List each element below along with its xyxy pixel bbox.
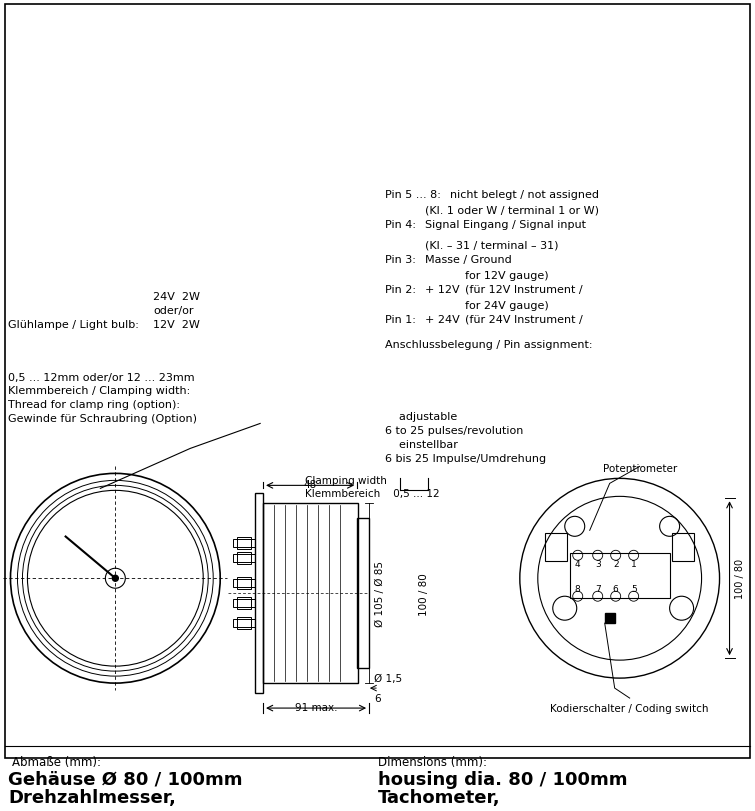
Text: (Kl. – 31 / terminal – 31): (Kl. – 31 / terminal – 31)	[425, 240, 559, 251]
Text: 6 to 25 pulses/revolution: 6 to 25 pulses/revolution	[385, 426, 523, 436]
Text: 6: 6	[613, 584, 618, 593]
Text: 12V  2W: 12V 2W	[153, 320, 200, 329]
Text: Pin 5 ... 8:: Pin 5 ... 8:	[385, 190, 441, 200]
Text: housing dia. 80 / 100mm: housing dia. 80 / 100mm	[378, 770, 627, 788]
Text: 0,5 ... 12mm oder/or 12 ... 23mm: 0,5 ... 12mm oder/or 12 ... 23mm	[8, 372, 195, 382]
Text: 48: 48	[304, 480, 316, 490]
Text: 24V  2W: 24V 2W	[153, 291, 200, 301]
Text: 2: 2	[613, 559, 618, 568]
Bar	[357, 519, 369, 668]
Text: (für 12V Instrument /: (für 12V Instrument /	[465, 285, 583, 294]
Text: einstellbar: einstellbar	[385, 440, 458, 450]
Bar	[233, 539, 255, 547]
Text: 8: 8	[575, 584, 581, 593]
Text: 7: 7	[595, 584, 600, 593]
Bar	[255, 494, 263, 693]
Text: oder/or: oder/or	[153, 305, 194, 315]
Text: Klemmbereich    0,5 ... 12: Klemmbereich 0,5 ... 12	[305, 489, 439, 499]
Bar	[233, 580, 255, 587]
Text: Tachometer,: Tachometer,	[378, 788, 501, 806]
Circle shape	[112, 576, 119, 581]
Text: Pin 2:: Pin 2:	[385, 285, 416, 294]
Bar	[605, 613, 615, 624]
Text: Klemmbereich / Clamping width:: Klemmbereich / Clamping width:	[8, 386, 191, 396]
Text: 1: 1	[630, 559, 636, 568]
Bar	[570, 554, 670, 599]
Text: (für 24V Instrument /: (für 24V Instrument /	[465, 314, 583, 324]
Text: Dimensions (mm):: Dimensions (mm):	[378, 755, 487, 768]
Bar	[545, 534, 567, 561]
Bar	[237, 552, 251, 564]
Text: Potentiometer: Potentiometer	[602, 464, 676, 474]
Text: 6 bis 25 Impulse/Umdrehung: 6 bis 25 Impulse/Umdrehung	[385, 454, 546, 464]
Text: Ø 105 / Ø 85: Ø 105 / Ø 85	[375, 560, 385, 626]
Text: Gehäuse Ø 80 / 100mm: Gehäuse Ø 80 / 100mm	[8, 770, 243, 788]
Bar	[237, 577, 251, 590]
Text: 91 max.: 91 max.	[295, 702, 337, 712]
Text: for 12V gauge): for 12V gauge)	[465, 270, 549, 281]
Text: Glühlampe / Light bulb:: Glühlampe / Light bulb:	[8, 320, 140, 329]
Text: adjustable: adjustable	[385, 412, 458, 422]
Text: + 24V: + 24V	[425, 314, 460, 324]
Bar	[672, 534, 694, 561]
Text: + 12V: + 12V	[425, 285, 460, 294]
Bar	[237, 598, 251, 609]
Text: Signal Eingang / Signal input: Signal Eingang / Signal input	[425, 220, 586, 230]
Text: Gewinde für Schraubring (Option): Gewinde für Schraubring (Option)	[8, 414, 198, 424]
Text: Kodierschalter / Coding switch: Kodierschalter / Coding switch	[550, 703, 709, 713]
Text: Pin 3:: Pin 3:	[385, 255, 416, 264]
Text: (Kl. 1 oder W / terminal 1 or W): (Kl. 1 oder W / terminal 1 or W)	[425, 205, 599, 216]
Bar	[237, 617, 251, 629]
Bar	[263, 504, 358, 683]
Text: 6: 6	[374, 693, 381, 703]
Bar	[233, 620, 255, 628]
Text: Anschlussbelegung / Pin assignment:: Anschlussbelegung / Pin assignment:	[385, 339, 593, 349]
Text: for 24V gauge): for 24V gauge)	[465, 300, 549, 311]
Bar	[233, 555, 255, 563]
Text: 3: 3	[595, 559, 600, 568]
Text: 100 / 80: 100 / 80	[735, 559, 744, 599]
Text: nicht belegt / not assigned: nicht belegt / not assigned	[450, 190, 599, 200]
Text: 100 / 80: 100 / 80	[419, 572, 429, 615]
Text: Abmaße (mm):: Abmaße (mm):	[13, 755, 101, 768]
Text: Ø 1,5: Ø 1,5	[374, 673, 402, 684]
Text: Thread for clamp ring (option):: Thread for clamp ring (option):	[8, 400, 180, 410]
Text: Pin 1:: Pin 1:	[385, 314, 416, 324]
Text: 5: 5	[630, 584, 636, 593]
Text: Masse / Ground: Masse / Ground	[425, 255, 512, 264]
Text: Pin 4:: Pin 4:	[385, 220, 416, 230]
Bar	[233, 599, 255, 607]
Text: 4: 4	[575, 559, 581, 568]
Bar	[237, 538, 251, 550]
Text: Clamping width: Clamping width	[305, 476, 387, 486]
Text: Drehzahlmesser,: Drehzahlmesser,	[8, 788, 177, 806]
